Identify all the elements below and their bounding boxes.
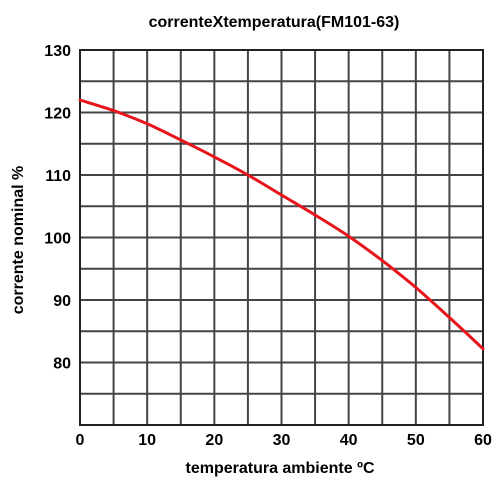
x-tick-label: 30 [273,432,291,449]
x-tick-label: 60 [474,432,492,449]
x-tick-label: 40 [340,432,358,449]
y-tick-label: 120 [44,106,71,123]
x-axis-ticks: 0 10 20 30 40 50 60 [76,432,492,449]
y-tick-label: 130 [44,43,71,60]
x-tick-label: 10 [138,432,156,449]
y-tick-label: 100 [44,231,71,248]
y-tick-label: 80 [53,356,71,373]
chart-title: correnteXtemperatura(FM101-63) [149,14,400,31]
x-axis-label: temperatura ambiente ºC [185,460,374,477]
plot-frame [79,49,484,426]
y-axis-ticks: 80 90 100 110 120 130 [44,43,71,373]
chart-grid [80,50,483,425]
x-tick-label: 20 [205,432,223,449]
y-tick-label: 90 [53,293,71,310]
series-line [78,98,485,351]
x-tick-label: 0 [76,432,85,449]
y-tick-label: 110 [45,168,71,185]
y-axis-label: corrente nominal % [10,166,27,314]
x-tick-label: 50 [407,432,425,449]
series-lines [78,98,485,351]
